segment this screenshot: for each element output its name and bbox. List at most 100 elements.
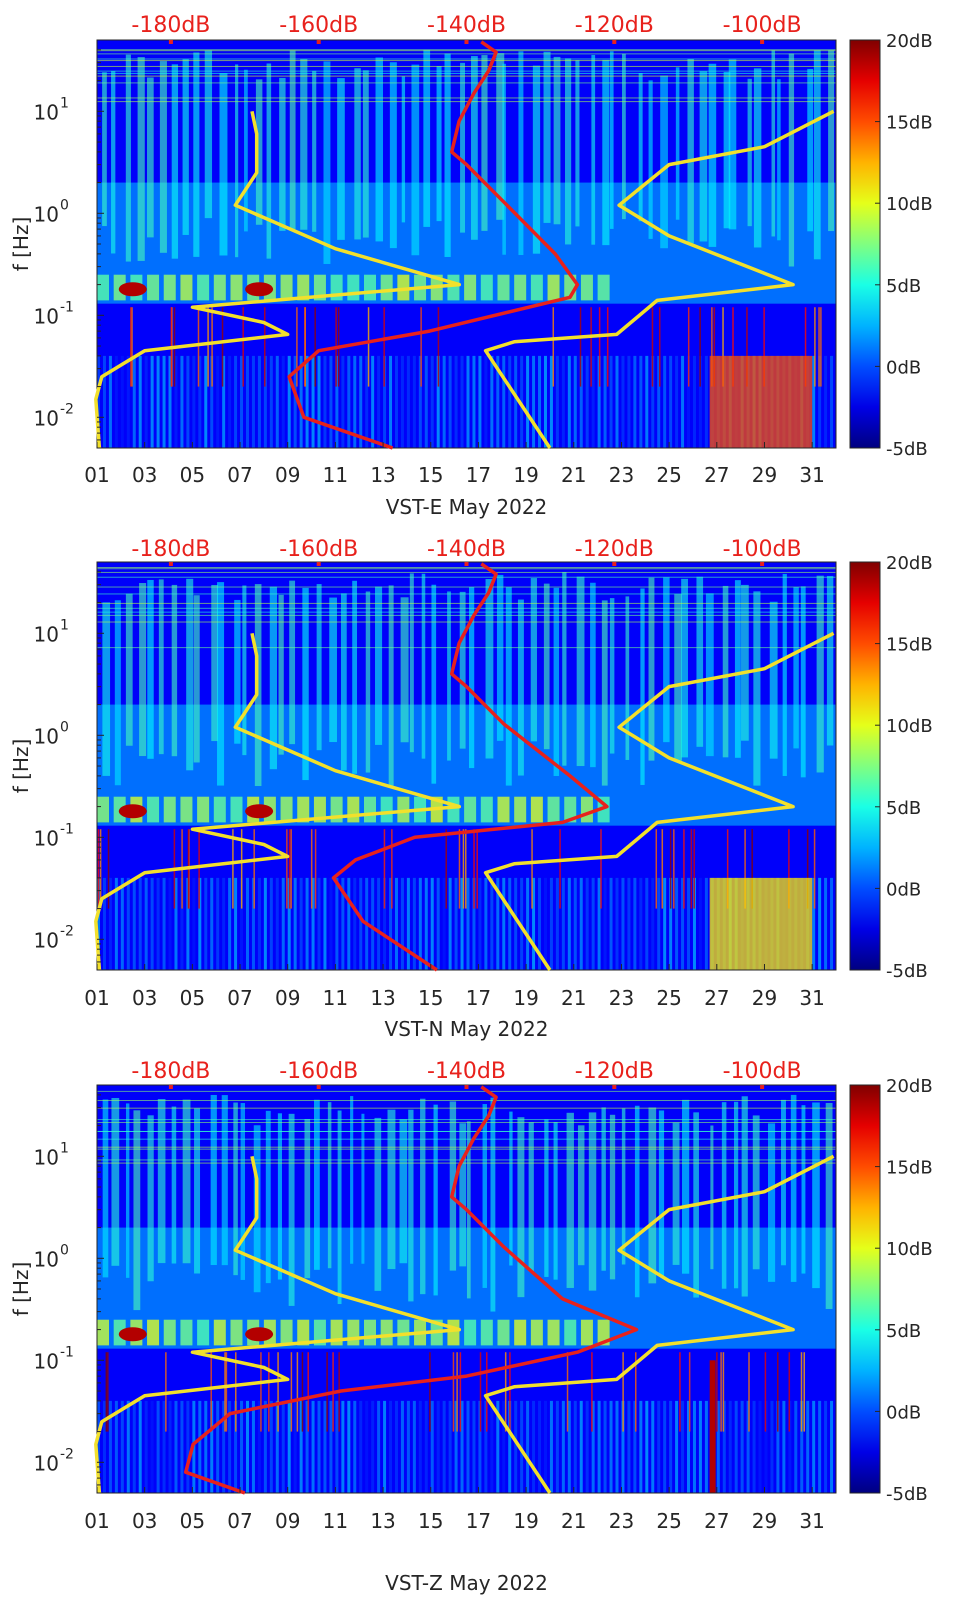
heatmap-impulse <box>264 307 266 387</box>
heatmap-peak <box>163 274 176 301</box>
x-tick-label: 09 <box>275 986 300 1010</box>
heatmap-lowfreq <box>353 355 357 448</box>
heatmap-impulse <box>473 829 475 909</box>
heatmap-lowfreq <box>514 877 518 970</box>
heatmap-peak <box>313 796 326 823</box>
heatmap-peak <box>347 796 360 823</box>
heatmap-lowfreq <box>293 1400 297 1493</box>
heatmap-impulse <box>504 1352 507 1432</box>
heatmap-hf-line <box>97 567 836 569</box>
heatmap-lowfreq <box>633 355 637 448</box>
heatmap-lowfreq <box>818 355 822 448</box>
heatmap-lowfreq <box>97 877 100 970</box>
heatmap-peak <box>180 274 193 301</box>
heatmap-lowfreq <box>663 877 667 970</box>
heatmap-peak <box>313 1319 326 1346</box>
heatmap-streak <box>663 577 670 743</box>
heatmap-hf-line <box>97 614 836 616</box>
x-tick-label: 25 <box>656 986 681 1010</box>
heatmap-lowfreq <box>186 1400 190 1493</box>
heatmap-peak <box>380 1319 393 1346</box>
heatmap-hf-line <box>97 1090 836 1092</box>
heatmap-streak <box>401 76 406 223</box>
heatmap-streak <box>825 1102 833 1309</box>
heatmap-lowfreq <box>484 1400 488 1493</box>
heatmap-lowfreq <box>442 355 446 448</box>
heatmap-lowfreq <box>389 355 393 448</box>
heatmap-lowfreq <box>615 1400 619 1493</box>
x-tick-label: 07 <box>227 1509 252 1533</box>
x-tick-label: 29 <box>752 986 777 1010</box>
heatmap-lowfreq <box>251 877 255 970</box>
heatmap-lowfreq <box>716 1400 720 1493</box>
heatmap-lowfreq <box>520 877 524 970</box>
heatmap-impulse <box>732 307 734 387</box>
heatmap-lowfreq <box>150 1400 154 1493</box>
heatmap-lowfreq <box>275 877 279 970</box>
heatmap-lowfreq <box>794 1400 798 1493</box>
heatmap-hf-line <box>97 1159 836 1161</box>
heatmap-lowfreq <box>698 355 702 448</box>
top-db-label: -180dB <box>131 537 210 562</box>
heatmap-streak <box>147 1115 154 1282</box>
heatmap-lowfreq <box>466 355 470 448</box>
heatmap-streak <box>300 59 308 230</box>
heatmap-streak <box>182 1099 191 1264</box>
heatmap-streak <box>265 1110 271 1284</box>
heatmap-peak <box>363 1319 376 1346</box>
heatmap-streak <box>277 1113 282 1280</box>
heatmap-lowfreq <box>436 355 440 448</box>
top-db-tick <box>612 1085 617 1089</box>
heatmap-impulse <box>800 1352 803 1432</box>
heatmap-streak <box>496 574 504 741</box>
heatmap-lowfreq <box>687 1400 691 1493</box>
heatmap-impulse <box>105 1352 108 1432</box>
heatmap-streak <box>365 591 371 773</box>
heatmap-impulse <box>598 307 601 387</box>
x-tick-label: 31 <box>799 986 824 1010</box>
x-tick-label: 21 <box>561 986 586 1010</box>
heatmap-lowfreq <box>752 1400 756 1493</box>
heatmap-lowfreq <box>406 355 410 448</box>
heatmap-streak <box>485 579 494 759</box>
heatmap-lowfreq <box>132 1400 136 1493</box>
heatmap-hf-line <box>97 1119 836 1121</box>
heatmap-impulse <box>726 829 729 909</box>
heatmap-lowfreq <box>532 1400 536 1493</box>
heatmap-impulse <box>240 829 243 909</box>
x-tick-label: 29 <box>752 1509 777 1533</box>
heatmap-lowfreq <box>818 1400 822 1493</box>
heatmap-lowfreq <box>692 355 696 448</box>
heatmap-lowfreq <box>621 355 625 448</box>
heatmap-streak <box>244 69 248 232</box>
heatmap-streak <box>182 59 189 235</box>
heatmap-lowfreq <box>460 1400 464 1493</box>
x-tick-label: 27 <box>704 986 729 1010</box>
heatmap-lowfreq <box>740 1400 744 1493</box>
heatmap-lowfreq <box>144 877 148 970</box>
spectrogram-heatmap <box>97 40 836 448</box>
heatmap-lowfreq <box>633 1400 637 1493</box>
heatmap-lowfreq <box>269 1400 273 1493</box>
heatmap-lowfreq <box>657 1400 661 1493</box>
heatmap-streak <box>544 1119 549 1277</box>
heatmap-hf-line <box>97 568 836 570</box>
heatmap-lowfreq <box>615 877 619 970</box>
heatmap-impulse <box>235 1352 237 1432</box>
colorbar <box>849 1084 881 1494</box>
heatmap-streak <box>219 73 228 256</box>
heatmap-impulse <box>225 1352 228 1432</box>
heatmap-streak <box>316 584 322 751</box>
colorbar-label: 20dB <box>886 31 933 52</box>
y-tick-base: 10 <box>34 622 59 646</box>
heatmap-streak <box>747 78 752 227</box>
heatmap-streak <box>482 1104 487 1288</box>
heatmap-streak <box>481 55 488 231</box>
heatmap-hf-line <box>97 647 836 649</box>
x-tick-label: 09 <box>275 1509 300 1533</box>
heatmap-lowfreq <box>830 877 834 970</box>
heatmap-hotspot <box>245 804 274 819</box>
heatmap-streak <box>621 1108 626 1265</box>
heatmap-impulse <box>420 307 422 387</box>
heatmap-lowfreq <box>555 355 559 448</box>
